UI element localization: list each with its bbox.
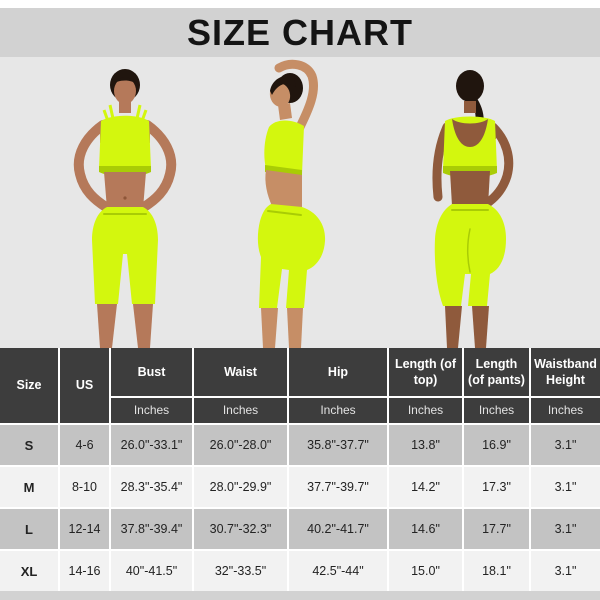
cell-hip: 42.5"-44": [287, 549, 389, 591]
calf-right: [472, 306, 489, 348]
cell-size: XL: [0, 549, 60, 591]
sports-bra: [99, 115, 151, 176]
back-scoop: [452, 119, 488, 147]
size-chart-table: Size US Bust Waist Hip Length (of top) L…: [0, 348, 600, 591]
neck: [464, 101, 476, 113]
col-header-length-top: Length (of top): [387, 348, 464, 398]
table-row-s: S 4-6 26.0"-33.1" 26.0"-28.0" 35.8"-37.7…: [0, 423, 600, 467]
waist: [450, 171, 490, 206]
cell-us: 4-6: [58, 423, 111, 467]
table-row-l: L 12-14 37.8"-39.4" 30.7"-32.3" 40.2"-41…: [0, 507, 600, 551]
cell-waistband: 3.1": [529, 549, 600, 591]
midriff: [265, 170, 302, 208]
cell-waist: 28.0"-29.9": [192, 465, 289, 509]
cell-length-top: 14.2": [387, 465, 464, 509]
cell-waist: 26.0"-28.0": [192, 423, 289, 467]
top-white-strip: [0, 0, 600, 8]
cell-waistband: 3.1": [529, 465, 600, 509]
calf-left: [97, 304, 117, 348]
cell-waist: 32"-33.5": [192, 549, 289, 591]
calf-right: [133, 304, 153, 348]
cell-length-top: 14.6": [387, 507, 464, 551]
col-header-waistband-height: Waistband Height: [529, 348, 600, 398]
hair: [456, 70, 484, 102]
calf-back: [287, 308, 303, 348]
col-header-bust: Bust: [109, 348, 194, 398]
model-front-view: [73, 69, 177, 348]
face: [114, 78, 136, 104]
cell-waist: 30.7"-32.3": [192, 507, 289, 551]
waistband: [267, 210, 302, 216]
model-side-view: [257, 59, 326, 348]
col-header-length-pants: Length (of pants): [462, 348, 531, 398]
units-row: Inches Inches Inches Inches Inches Inche…: [0, 396, 600, 425]
arm-left: [73, 120, 111, 212]
biker-shorts: [92, 207, 158, 304]
unit-cell-hip: Inches: [287, 396, 389, 425]
col-header-us: US: [58, 348, 111, 425]
title-band: SIZE CHART: [0, 8, 600, 57]
cell-hip: 37.7"-39.7": [287, 465, 389, 509]
cell-bust: 26.0"-33.1": [109, 423, 194, 467]
bottom-gray-strip: [0, 591, 600, 600]
biker-shorts: [257, 204, 326, 308]
biker-shorts: [434, 204, 506, 306]
cell-length-pants: 17.7": [462, 507, 531, 551]
model-back-view: [432, 70, 514, 348]
cell-length-top: 13.8": [387, 423, 464, 467]
col-header-size: Size: [0, 348, 60, 425]
table-row-m: M 8-10 28.3"-35.4" 28.0"-29.9" 37.7"-39.…: [0, 465, 600, 509]
calf-left: [445, 306, 462, 348]
model-photos: [0, 57, 600, 348]
hair-front: [270, 75, 296, 95]
unit-cell-length-top: Inches: [387, 396, 464, 425]
cell-length-pants: 17.3": [462, 465, 531, 509]
col-header-hip: Hip: [287, 348, 389, 398]
size-table: Size US Bust Waist Hip Length (of top) L…: [0, 348, 600, 591]
cell-length-pants: 18.1": [462, 549, 531, 591]
cell-size: M: [0, 465, 60, 509]
cell-bust: 28.3"-35.4": [109, 465, 194, 509]
unit-cell-waist: Inches: [192, 396, 289, 425]
cell-length-pants: 16.9": [462, 423, 531, 467]
unit-cell-waistband: Inches: [529, 396, 600, 425]
cell-bust: 40"-41.5": [109, 549, 194, 591]
cell-waistband: 3.1": [529, 423, 600, 467]
neck: [119, 101, 131, 113]
calf-front: [261, 308, 278, 348]
col-header-waist: Waist: [192, 348, 289, 398]
cell-hip: 40.2"-41.7": [287, 507, 389, 551]
arm-raised: [274, 59, 318, 134]
cell-hip: 35.8"-37.7": [287, 423, 389, 467]
cell-size: S: [0, 423, 60, 467]
cell-length-top: 15.0": [387, 549, 464, 591]
cell-us: 12-14: [58, 507, 111, 551]
cell-us: 14-16: [58, 549, 111, 591]
cell-size: L: [0, 507, 60, 551]
cell-waistband: 3.1": [529, 507, 600, 551]
page-title: SIZE CHART: [187, 11, 413, 53]
midriff: [104, 172, 146, 209]
cell-bust: 37.8"-39.4": [109, 507, 194, 551]
unit-cell-length-pants: Inches: [462, 396, 531, 425]
neck: [278, 103, 292, 120]
cell-us: 8-10: [58, 465, 111, 509]
glute-seam: [467, 228, 471, 273]
table-row-xl: XL 14-16 40"-41.5" 32"-33.5" 42.5"-44" 1…: [0, 549, 600, 591]
models-illustration: [73, 59, 514, 348]
hairline: [112, 77, 138, 85]
arm-right: [481, 122, 514, 209]
sports-bra: [264, 120, 304, 174]
header-row: Size US Bust Waist Hip Length (of top) L…: [0, 348, 600, 425]
arm-right: [139, 120, 177, 212]
navel: [123, 196, 127, 200]
unit-cell-bust: Inches: [110, 396, 194, 425]
